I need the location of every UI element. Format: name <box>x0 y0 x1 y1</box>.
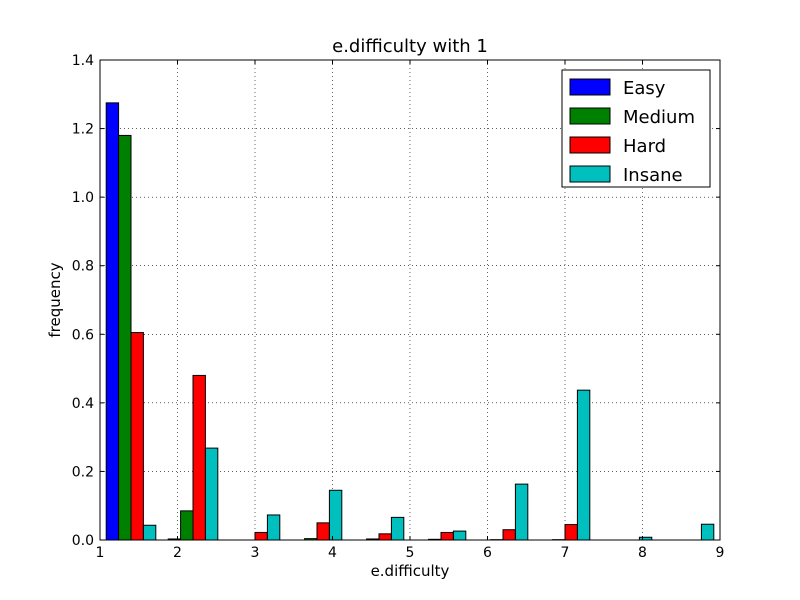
legend-swatch-insane <box>569 165 611 183</box>
x-tick-label: 6 <box>483 545 492 561</box>
legend-swatch-easy <box>569 78 611 96</box>
bar-hard <box>440 531 454 541</box>
x-tick-label: 5 <box>406 545 415 561</box>
chart-title: e.difficulty with 1 <box>332 36 488 57</box>
y-axis-label: frequency <box>46 262 64 337</box>
bar-insane <box>266 514 281 541</box>
bar-hard <box>316 522 330 541</box>
legend-label-insane: Insane <box>623 165 683 186</box>
bar-hard <box>502 529 516 541</box>
bar-hard <box>378 533 392 541</box>
x-tick-label: 2 <box>173 545 182 561</box>
bar-medium <box>118 134 132 541</box>
legend-label-easy: Easy <box>623 78 666 99</box>
x-tick-label: 3 <box>251 545 260 561</box>
legend-label-medium: Medium <box>623 107 695 128</box>
x-tick-label: 9 <box>716 545 725 561</box>
x-tick-label: 1 <box>96 545 105 561</box>
bar-insane <box>514 483 529 541</box>
legend-label-hard: Hard <box>623 136 666 157</box>
bar-insane <box>452 530 467 541</box>
bar-insane <box>328 489 343 541</box>
bar-hard <box>564 524 578 541</box>
bar-insane <box>576 389 591 541</box>
axis-ticks: 1 2 3 4 5 6 7 8 9 0.0 0.2 0.4 0.6 0.8 1.0 1.2 1.4 <box>72 53 725 561</box>
bar-insane <box>142 524 157 541</box>
bar-medium <box>180 510 194 541</box>
y-tick-label: 1.0 <box>72 190 94 206</box>
bar-easy <box>105 102 120 541</box>
legend: Easy Medium Hard Insane <box>561 69 711 188</box>
x-axis-label: e.difficulty <box>371 562 450 580</box>
legend-swatch-hard <box>569 136 611 154</box>
bars <box>105 102 715 541</box>
legend-swatch-medium <box>569 107 611 125</box>
y-tick-label: 0.2 <box>72 464 94 480</box>
y-tick-label: 0.0 <box>72 533 94 549</box>
bar-insane <box>700 523 715 541</box>
y-tick-label: 0.4 <box>72 396 94 412</box>
bar-hard <box>130 332 144 541</box>
bar-insane <box>390 516 405 541</box>
bar-insane <box>204 447 219 541</box>
y-tick-label: 0.8 <box>72 259 94 275</box>
y-tick-label: 0.6 <box>72 327 94 343</box>
x-tick-label: 7 <box>561 545 570 561</box>
x-tick-label: 4 <box>328 545 337 561</box>
y-tick-label: 1.4 <box>72 53 94 69</box>
x-tick-label: 8 <box>638 545 647 561</box>
bar-hard <box>192 374 206 541</box>
bar-hard <box>254 531 268 541</box>
y-tick-label: 1.2 <box>72 122 94 138</box>
